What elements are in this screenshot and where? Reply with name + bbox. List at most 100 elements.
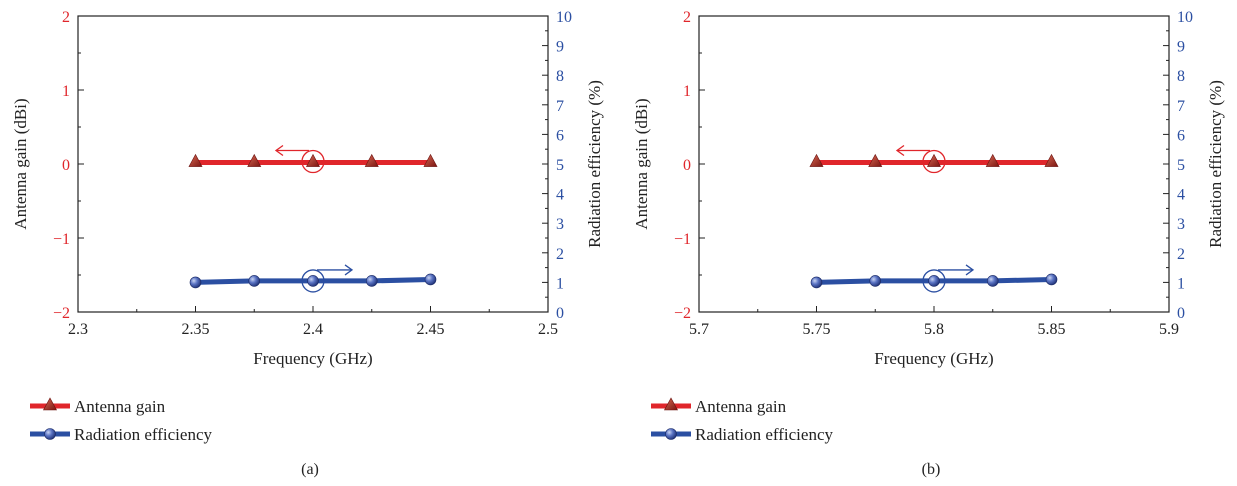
data-point-circle	[424, 273, 437, 286]
y-right-tick-label: 6	[1177, 127, 1185, 144]
y-right-tick-label: 0	[1177, 305, 1185, 322]
legend-label: Radiation efficiency	[74, 425, 212, 444]
y-right-tick-label: 5	[1177, 157, 1185, 174]
data-point-circle	[869, 275, 882, 287]
data-point-circle	[810, 276, 823, 289]
y-right-tick-label: 2	[1177, 246, 1185, 263]
data-point-triangle	[985, 153, 1000, 167]
x-tick-label: 2.35	[182, 321, 210, 338]
data-point-triangle	[188, 153, 203, 167]
y-right-tick-label: 2	[556, 246, 564, 263]
data-point-triangle	[247, 153, 262, 167]
legend-item-radiation-efficiency: Radiation efficiency	[651, 425, 833, 444]
x-axis-title: Frequency (GHz)	[874, 349, 993, 368]
y-left-tick-label: −2	[674, 305, 691, 322]
legend-label: Antenna gain	[74, 397, 166, 416]
y-left-axis-title: Antenna gain (dBi)	[632, 98, 651, 229]
x-tick-label: 5.85	[1038, 321, 1066, 338]
y-right-tick-label: 3	[556, 216, 564, 233]
y-right-tick-label: 6	[556, 127, 564, 144]
data-point-triangle	[926, 153, 942, 167]
data-point-triangle	[1044, 153, 1059, 167]
data-point-triangle	[305, 153, 321, 167]
y-left-tick-label: −1	[674, 231, 691, 248]
data-point-triangle	[364, 153, 379, 167]
y-left-tick-label: 2	[62, 9, 70, 26]
legend-label: Antenna gain	[695, 397, 787, 416]
y-left-axis-title: Antenna gain (dBi)	[11, 98, 30, 229]
y-left-tick-label: 1	[683, 83, 691, 100]
legend-circle-icon	[44, 428, 56, 440]
y-right-tick-label: 7	[1177, 98, 1185, 115]
data-point-circle	[986, 275, 999, 287]
legend-item-radiation-efficiency: Radiation efficiency	[30, 425, 212, 444]
legend: Antenna gain Radiation efficiency	[651, 397, 833, 444]
x-tick-label: 2.45	[417, 321, 445, 338]
x-tick-label: 2.5	[538, 321, 558, 338]
series-antenna-gain	[809, 153, 1059, 167]
legend-circle-icon	[665, 428, 677, 440]
chart-panel-a: 2.3 2.35 2.4 2.45 2.5 −2 −1 0 1 2 0 1 2 3 4 5 6 7 8 9 10 Freq…	[11, 9, 604, 478]
y-left-tick-label: 0	[683, 157, 691, 174]
y-right-tick-label: 4	[556, 187, 564, 204]
x-tick-label: 5.8	[924, 321, 944, 338]
x-tick-label: 2.3	[68, 321, 88, 338]
y-right-tick-label: 5	[556, 157, 564, 174]
series-radiation-efficiency	[810, 273, 1058, 289]
data-point-circle	[1045, 273, 1058, 286]
y-left-tick-label: 2	[683, 9, 691, 26]
y-right-tick-label: 10	[556, 9, 572, 26]
legend-item-antenna-gain: Antenna gain	[651, 397, 787, 416]
gain-arrowhead	[895, 144, 905, 157]
series-radiation-efficiency	[189, 273, 437, 289]
gain-arrowhead	[274, 144, 284, 157]
x-axis-title: Frequency (GHz)	[253, 349, 372, 368]
data-point-triangle	[868, 153, 883, 167]
y-right-tick-label: 8	[556, 68, 564, 85]
y-left-tick-label: −2	[53, 305, 70, 322]
data-point-circle	[307, 275, 319, 287]
legend-triangle-icon	[663, 397, 679, 411]
y-left-tick-label: 0	[62, 157, 70, 174]
x-tick-label: 2.4	[303, 321, 323, 338]
gain-indicator-circle	[922, 149, 946, 174]
data-point-triangle	[423, 153, 438, 167]
legend: Antenna gain Radiation efficiency	[30, 397, 212, 444]
efficiency-arrowhead	[344, 264, 354, 276]
y-right-tick-label: 10	[1177, 9, 1193, 26]
data-point-circle	[928, 275, 940, 287]
series-antenna-gain	[188, 153, 438, 167]
y-right-tick-label: 0	[556, 305, 564, 322]
data-point-circle	[248, 275, 261, 287]
panel-label: (a)	[301, 461, 319, 478]
y-right-axis-title: Radiation efficiency (%)	[1206, 80, 1225, 248]
legend-triangle-icon	[42, 397, 58, 411]
y-right-tick-label: 3	[1177, 216, 1185, 233]
legend-item-antenna-gain: Antenna gain	[30, 397, 166, 416]
y-right-tick-label: 1	[556, 275, 564, 292]
axis-indicator-annotations	[895, 144, 975, 293]
y-right-tick-label: 8	[1177, 68, 1185, 85]
x-tick-label: 5.7	[689, 321, 709, 338]
data-point-circle	[365, 275, 378, 287]
axis-indicator-annotations	[274, 144, 354, 293]
efficiency-indicator-circle	[301, 269, 325, 293]
legend-label: Radiation efficiency	[695, 425, 833, 444]
y-right-tick-label: 9	[1177, 39, 1185, 56]
data-point-triangle	[809, 153, 824, 167]
y-left-tick-label: 1	[62, 83, 70, 100]
y-right-axis-title: Radiation efficiency (%)	[585, 80, 604, 248]
y-right-tick-label: 9	[556, 39, 564, 56]
efficiency-indicator-circle	[922, 269, 946, 293]
y-right-tick-label: 4	[1177, 187, 1185, 204]
y-right-tick-label: 1	[1177, 275, 1185, 292]
x-tick-label: 5.9	[1159, 321, 1179, 338]
gain-indicator-circle	[301, 149, 325, 174]
y-right-tick-label: 7	[556, 98, 564, 115]
y-left-tick-label: −1	[53, 231, 70, 248]
panel-label: (b)	[922, 461, 941, 478]
data-point-circle	[189, 276, 202, 289]
x-tick-label: 5.75	[803, 321, 831, 338]
efficiency-arrowhead	[965, 264, 975, 276]
